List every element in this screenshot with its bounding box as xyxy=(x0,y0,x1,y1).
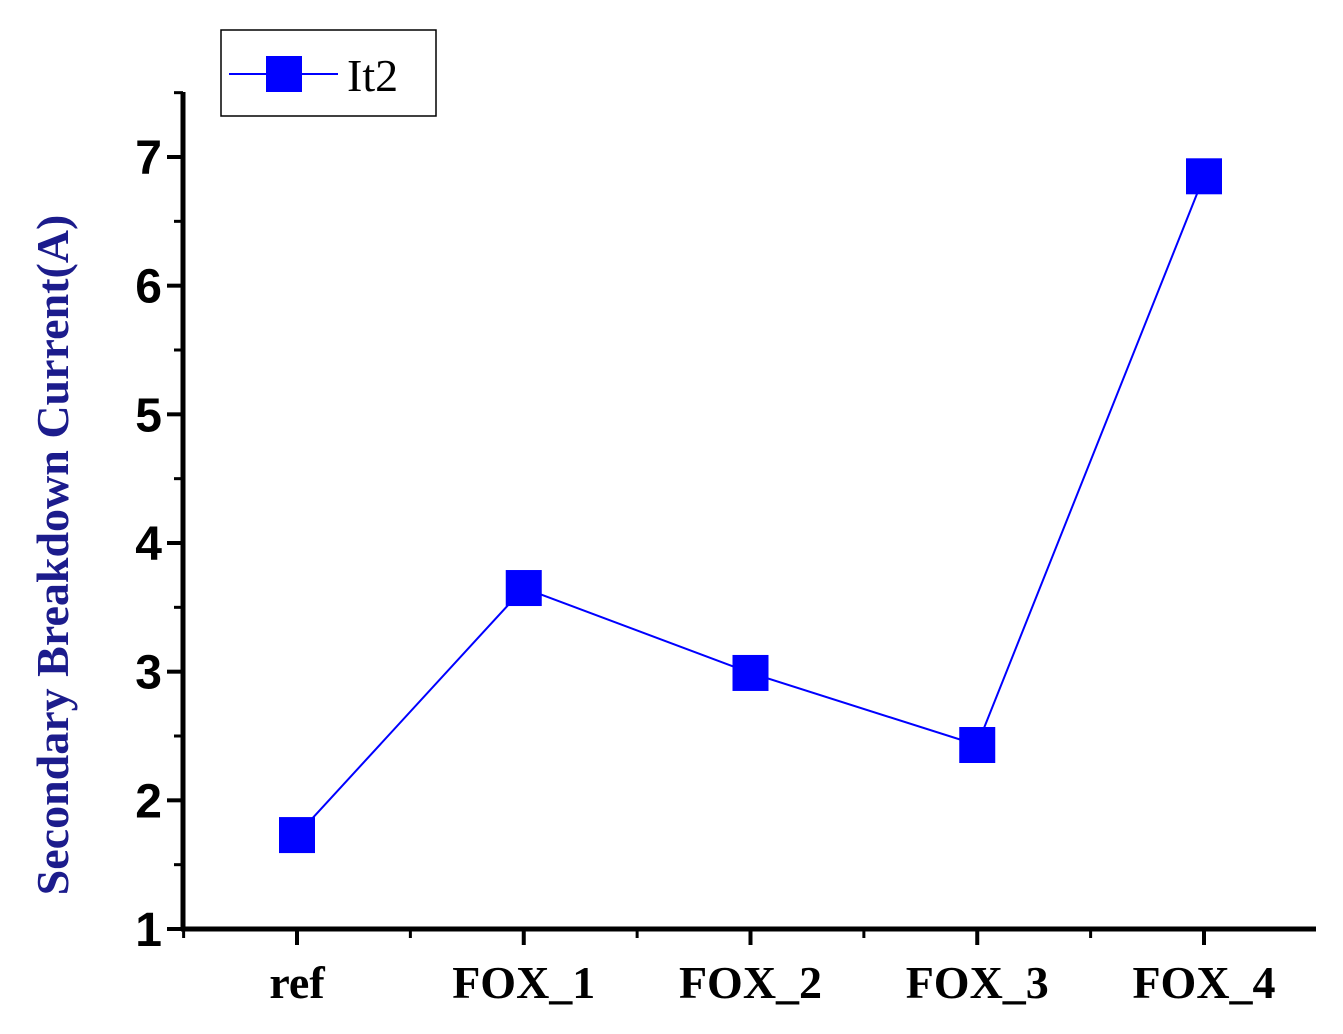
x-tick-label: FOX_2 xyxy=(679,957,822,1008)
series-layer xyxy=(279,158,1222,854)
x-axis-ticks: ref FOX_1 FOX_2 FOX_3 FOX_4 xyxy=(182,929,1276,1008)
x-tick-label: FOX_1 xyxy=(452,957,595,1008)
y-tick-label: 4 xyxy=(135,518,162,571)
x-tick-label: FOX_3 xyxy=(906,957,1049,1008)
y-tick-label: 6 xyxy=(135,261,162,314)
x-tick-label: FOX_4 xyxy=(1132,957,1275,1008)
data-point xyxy=(1186,158,1222,195)
series-line xyxy=(296,175,1205,836)
legend-marker xyxy=(266,56,302,92)
axes xyxy=(180,92,1316,932)
data-point xyxy=(505,570,542,607)
data-point xyxy=(732,654,769,691)
data-point xyxy=(279,817,315,854)
y-tick-label: 7 xyxy=(135,132,162,185)
data-point xyxy=(959,727,996,764)
x-tick-label: ref xyxy=(269,957,325,1008)
y-tick-label: 2 xyxy=(135,775,162,828)
y-tick-label: 3 xyxy=(135,647,162,700)
legend: It2 xyxy=(220,29,437,117)
y-axis-label: Secondary Breakdown Current(A) xyxy=(27,215,78,896)
y-axis-ticks: 1 2 3 4 5 6 7 xyxy=(135,91,183,957)
legend-label: It2 xyxy=(347,50,398,101)
y-tick-label: 5 xyxy=(135,389,162,442)
y-tick-label: 1 xyxy=(135,904,162,957)
